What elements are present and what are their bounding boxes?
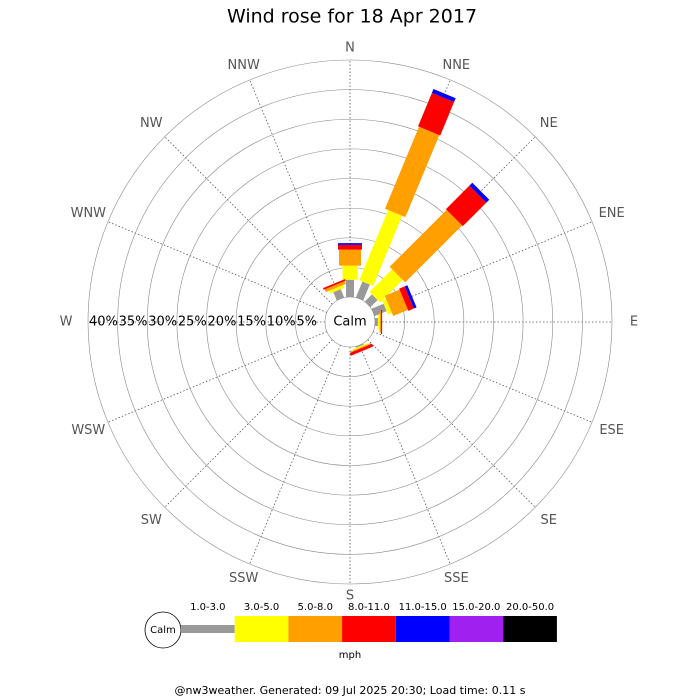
legend-label: 1.0-3.0 [190, 602, 225, 613]
bar-segment [379, 311, 381, 333]
direction-label: NW [140, 116, 163, 131]
ring [176, 148, 524, 496]
spoke [107, 221, 328, 313]
bar-segment [359, 210, 403, 286]
legend-label: 5.0-8.0 [298, 602, 333, 613]
spoke [367, 339, 536, 508]
spoke [372, 331, 593, 423]
spoke [164, 339, 333, 508]
calm-circle [324, 296, 376, 348]
bar-segment [382, 298, 392, 315]
bar-segment [404, 285, 417, 309]
direction-label: W [60, 315, 73, 330]
direction-label: SW [141, 513, 162, 528]
bar-segment [385, 126, 440, 218]
bar-segment [364, 294, 378, 308]
r-tick-label: 10% [267, 315, 296, 330]
bar-segment [445, 185, 487, 227]
bar-segment [355, 343, 364, 348]
legend-swatch [181, 625, 235, 633]
bar-segment [380, 310, 383, 334]
legend-label: 3.0-5.0 [244, 602, 279, 613]
bar-segment [333, 289, 345, 301]
legend-swatch [449, 616, 504, 642]
bar-segment [371, 303, 387, 317]
direction-label: S [346, 589, 354, 604]
bar-segment [324, 281, 347, 293]
bar-segment [342, 265, 358, 280]
bar-segment [375, 318, 378, 326]
bar-segment [418, 92, 455, 136]
legend-swatch [288, 616, 343, 642]
legend-swatch [342, 616, 396, 642]
unit-label: mph [339, 650, 361, 661]
ring [265, 237, 435, 407]
spoke [359, 344, 451, 565]
direction-label: SE [541, 513, 557, 528]
direction-label: SSE [444, 571, 469, 586]
bar-segment [355, 281, 370, 301]
spoke [249, 344, 341, 565]
spoke [107, 331, 328, 423]
legend-label: 11.0-15.0 [399, 602, 447, 613]
bar-segment [322, 278, 346, 290]
bar-segment [346, 279, 354, 297]
footer: @nw3weather. Generated: 09 Jul 2025 20:3… [175, 684, 526, 697]
legend-calm-label: Calm [150, 625, 176, 636]
bar-segment [338, 244, 362, 250]
bar-segment [389, 209, 463, 283]
r-tick-label: 20% [208, 315, 237, 330]
bar-segment [353, 343, 368, 351]
spoke [249, 79, 341, 300]
bar-segment [384, 289, 408, 317]
chart-title: Wind rose for 18 Apr 2017 [227, 6, 477, 28]
spoke [164, 136, 333, 305]
bar-segment [469, 182, 490, 203]
bar-segment [369, 269, 403, 303]
direction-label: N [345, 41, 355, 56]
r-tick-label: 25% [178, 315, 207, 330]
bar-segment [431, 89, 456, 103]
r-tick-label: 30% [148, 315, 177, 330]
bar-segment [328, 285, 344, 294]
bar-segment [399, 286, 414, 311]
ring [117, 89, 583, 555]
bar-segment [349, 343, 374, 356]
r-tick-label: 35% [119, 315, 148, 330]
ring [87, 59, 613, 585]
direction-label: ESE [599, 423, 624, 438]
legend-label: 20.0-50.0 [506, 602, 554, 613]
bar-segment [338, 243, 362, 245]
r-tick-label: 40% [89, 315, 118, 330]
legend-swatch [503, 616, 557, 642]
direction-label: WNW [71, 206, 107, 221]
r-tick-label: 15% [237, 315, 266, 330]
calm-label: Calm [333, 315, 366, 330]
legend-label: 15.0-20.0 [452, 602, 500, 613]
bar-segment [350, 343, 372, 353]
r-tick-label: 5% [296, 315, 317, 330]
ring [146, 118, 554, 526]
direction-label: WSW [71, 423, 105, 438]
ring [206, 178, 494, 466]
direction-label: E [630, 315, 638, 330]
ring [235, 207, 465, 437]
bar-segment [377, 314, 380, 330]
legend-swatch [234, 616, 289, 642]
direction-label: NE [540, 116, 558, 131]
bar-segment [339, 249, 361, 266]
direction-label: SSW [229, 571, 259, 586]
direction-label: NNW [228, 58, 260, 73]
direction-label: NNE [442, 58, 470, 73]
legend-label: 8.0-11.0 [348, 602, 390, 613]
direction-label: ENE [599, 206, 625, 221]
bar-segment [433, 89, 456, 99]
legend-swatch [395, 616, 450, 642]
